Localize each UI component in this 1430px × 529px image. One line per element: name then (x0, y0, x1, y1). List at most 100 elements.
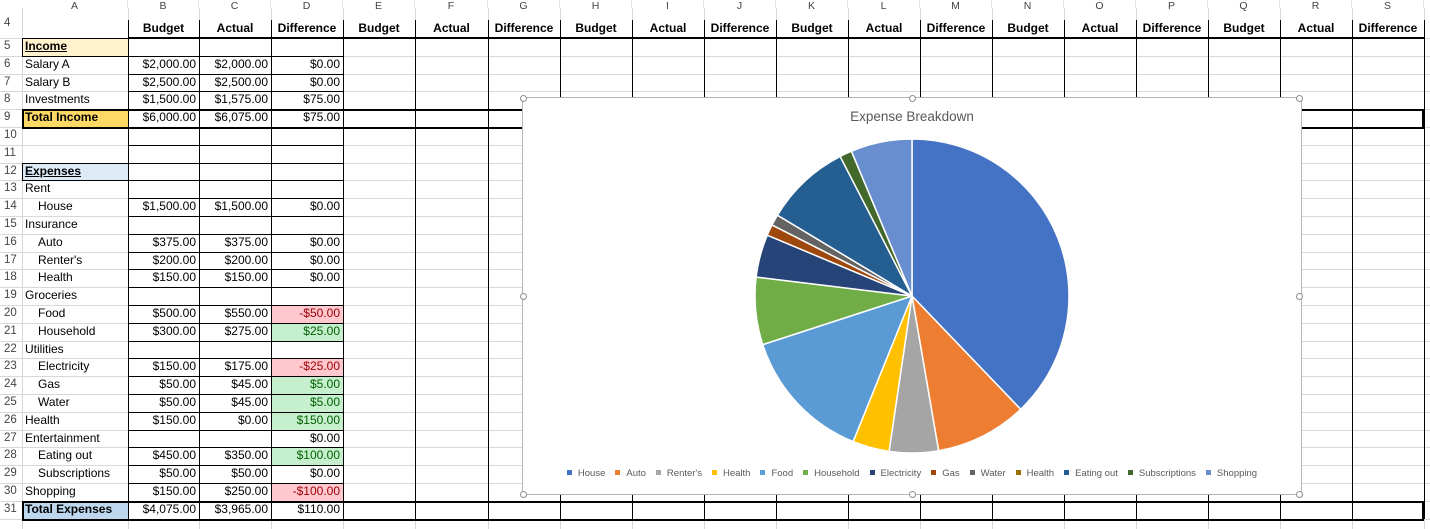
row-header[interactable]: 9 (4, 111, 11, 124)
budget-cell[interactable]: $375.00 (152, 234, 196, 249)
actual-cell[interactable]: $3,965.00 (214, 501, 268, 516)
header-cell-d[interactable]: Difference (277, 21, 337, 35)
budget-cell[interactable] (128, 163, 199, 181)
row-label[interactable]: Entertainment (25, 430, 100, 445)
chart-resize-handle[interactable] (909, 491, 916, 498)
difference-cell[interactable]: $0.00 (309, 74, 340, 89)
legend-entry[interactable]: Gas (931, 468, 960, 479)
actual-cell[interactable] (199, 38, 271, 56)
row-header[interactable]: 22 (4, 342, 17, 355)
row-header[interactable]: 5 (4, 40, 11, 52)
row-header[interactable]: 11 (4, 146, 16, 159)
header-cell-k[interactable]: Budget (791, 21, 833, 35)
column-header-d[interactable]: D (271, 0, 343, 12)
row-header[interactable]: 30 (4, 485, 17, 497)
legend-entry[interactable]: Subscriptions (1127, 468, 1196, 479)
actual-cell[interactable]: $150.00 (224, 270, 268, 285)
difference-cell[interactable]: $0.00 (309, 270, 340, 285)
column-header-p[interactable]: P (1136, 0, 1208, 12)
difference-cell[interactable] (271, 341, 343, 359)
row-label[interactable]: House (38, 199, 73, 214)
row-header[interactable]: 28 (4, 449, 17, 462)
row-header[interactable]: 20 (4, 307, 17, 319)
header-cell-o[interactable]: Actual (1081, 21, 1119, 35)
row-header[interactable]: 29 (4, 467, 17, 480)
column-header-l[interactable]: L (848, 0, 920, 12)
row-label[interactable]: Water (38, 395, 70, 409)
budget-cell[interactable] (128, 38, 199, 56)
row-header[interactable]: 21 (4, 324, 17, 337)
actual-cell[interactable] (199, 430, 271, 448)
budget-cell[interactable]: $150.00 (152, 270, 196, 285)
column-header-h[interactable]: H (560, 0, 632, 12)
actual-cell[interactable]: $375.00 (224, 234, 268, 249)
difference-cell[interactable] (271, 38, 343, 56)
column-header-m[interactable]: M (920, 0, 992, 12)
difference-cell[interactable] (271, 180, 343, 198)
column-header-q[interactable]: Q (1208, 0, 1280, 12)
column-header-c[interactable]: C (199, 0, 271, 12)
legend-entry[interactable]: Auto (615, 468, 646, 479)
chart-resize-handle[interactable] (1296, 293, 1303, 300)
row-label[interactable] (22, 145, 128, 163)
budget-cell[interactable]: $4,075.00 (142, 501, 196, 516)
difference-cell[interactable] (271, 287, 343, 305)
actual-cell[interactable]: $50.00 (231, 466, 268, 481)
header-cell-c[interactable]: Actual (216, 21, 254, 35)
row-label[interactable]: Health (38, 270, 73, 285)
header-cell-i[interactable]: Actual (649, 21, 687, 35)
pie-slice-food[interactable] (761, 294, 914, 443)
header-cell-b[interactable]: Budget (142, 21, 185, 35)
legend-entry[interactable]: Health (712, 468, 750, 479)
row-label[interactable]: Expenses (22, 162, 128, 181)
legend-entry[interactable]: House (566, 468, 605, 479)
header-cell-p[interactable]: Difference (1142, 21, 1202, 35)
header-cell-s[interactable]: Difference (1358, 21, 1418, 35)
row-header[interactable]: 8 (4, 93, 11, 106)
actual-cell[interactable]: $45.00 (231, 395, 268, 409)
column-header-s[interactable]: S (1352, 0, 1424, 12)
difference-cell[interactable]: $110.00 (297, 501, 341, 516)
budget-cell[interactable]: $2,500.00 (142, 74, 196, 89)
actual-cell[interactable]: $275.00 (224, 323, 268, 338)
difference-cell[interactable]: $75.00 (303, 92, 340, 107)
budget-cell[interactable]: $1,500.00 (142, 199, 196, 214)
row-label[interactable]: Shopping (25, 484, 76, 498)
legend-entry[interactable]: Health (1015, 468, 1054, 479)
row-header[interactable]: 18 (4, 271, 17, 284)
difference-cell[interactable]: -$25.00 (271, 358, 343, 377)
budget-cell[interactable] (128, 287, 199, 305)
header-cell-q[interactable]: Budget (1223, 21, 1265, 35)
row-header[interactable]: 25 (4, 396, 17, 408)
row-label[interactable]: Rent (25, 181, 51, 196)
row-header[interactable]: 19 (4, 289, 17, 302)
budget-cell[interactable] (128, 216, 199, 234)
row-label[interactable]: Subscriptions (38, 466, 111, 481)
expense-pie-chart[interactable]: Expense Breakdown House Auto Renter's Healt… (520, 95, 1303, 498)
row-header[interactable]: 7 (4, 75, 11, 88)
row-label[interactable]: Total Income (22, 109, 128, 127)
budget-cell[interactable] (128, 180, 199, 198)
budget-cell[interactable]: $50.00 (159, 377, 196, 392)
column-header-g[interactable]: G (488, 0, 560, 12)
difference-cell[interactable] (271, 127, 343, 145)
row-header[interactable]: 12 (4, 164, 17, 177)
row-label[interactable]: Salary B (25, 74, 71, 89)
column-header-k[interactable]: K (776, 0, 848, 12)
pie-slice-shopping[interactable] (850, 138, 913, 297)
column-header-r[interactable]: R (1280, 0, 1352, 12)
legend-entry[interactable]: Eating out (1064, 468, 1118, 479)
row-header[interactable]: 13 (4, 182, 17, 195)
budget-cell[interactable]: $500.00 (152, 306, 196, 320)
row-label[interactable]: Investments (25, 92, 90, 107)
row-label[interactable]: Eating out (38, 448, 93, 463)
actual-cell[interactable]: $45.00 (231, 377, 268, 392)
legend-entry[interactable]: Water (969, 468, 1006, 479)
budget-cell[interactable]: $150.00 (152, 412, 196, 427)
header-cell-g[interactable]: Difference (494, 21, 554, 35)
chart-resize-handle[interactable] (1296, 491, 1303, 498)
budget-cell[interactable]: $2,000.00 (142, 56, 196, 71)
row-label[interactable] (22, 127, 128, 145)
column-header-b[interactable]: B (128, 0, 199, 12)
row-label[interactable]: Utilities (25, 341, 64, 356)
